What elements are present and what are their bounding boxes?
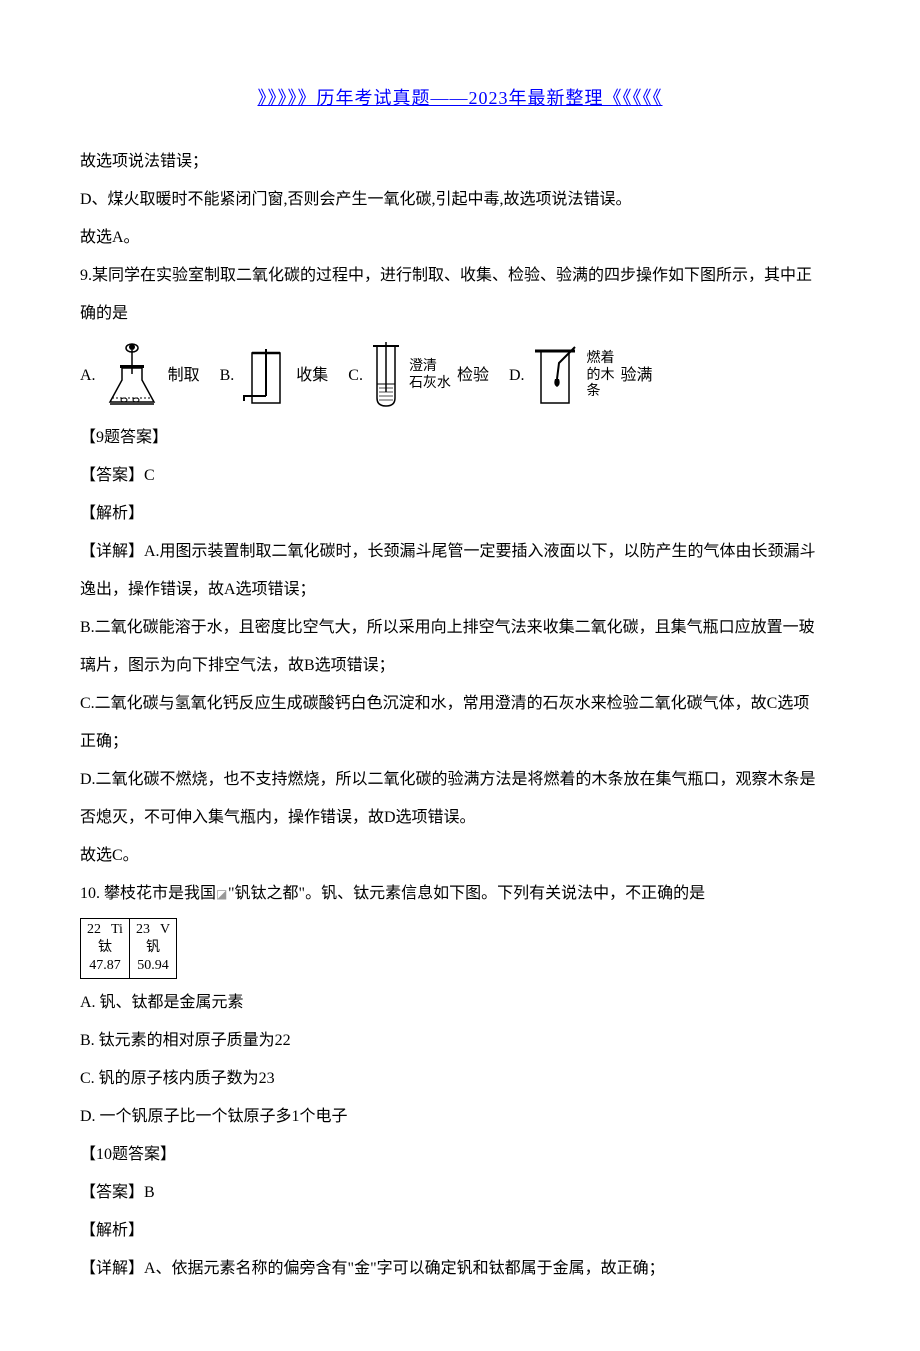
atomic-number: 22 [87, 921, 101, 939]
annotation-line: 澄清 [409, 359, 451, 376]
option-label: A. [80, 360, 96, 392]
question-9-options: A. 制取 B. 收集 C. [80, 340, 840, 412]
option-b-text: B. 钛元素的相对原子质量为22 [80, 1025, 840, 1057]
test-tube-icon [369, 340, 403, 412]
answer: 【答案】B [80, 1177, 840, 1209]
logo-icon: ◪ [216, 882, 228, 894]
annotation-line: 的木 [587, 368, 615, 385]
element-name: 钒 [136, 939, 170, 957]
explanation: 正确； [80, 726, 840, 758]
element-ti: 22 Ti 钛 47.87 [81, 919, 130, 978]
element-v: 23 V 钒 50.94 [130, 919, 176, 978]
annotation-line: 石灰水 [409, 376, 451, 393]
answer-tag: 【9题答案】 [80, 422, 840, 454]
option-b: B. 收集 [220, 341, 329, 411]
option-label: B. [220, 360, 235, 392]
paragraph: 故选项说法错误； [80, 146, 840, 178]
option-text: 检验 [457, 360, 489, 392]
option-d-annotation: 燃着 的木 条 [587, 351, 615, 401]
element-symbol: Ti [111, 921, 123, 939]
burning-stick-jar-icon [531, 341, 581, 411]
annotation-line: 燃着 [587, 351, 615, 368]
explanation: D.二氧化碳不燃烧，也不支持燃烧，所以二氧化碳的验满方法是将燃着的木条放在集气瓶… [80, 764, 840, 796]
explanation: 【详解】A.用图示装置制取二氧化碳时，长颈漏斗尾管一定要插入液面以下，以防产生的… [80, 536, 840, 568]
option-c: C. 澄清 石灰水 检验 [348, 340, 489, 412]
explanation: C.二氧化碳与氢氧化钙反应生成碳酸钙白色沉淀和水，常用澄清的石灰水来检验二氧化碳… [80, 688, 840, 720]
explanation: 璃片，图示为向下排空气法，故B选项错误； [80, 650, 840, 682]
answer: 【答案】C [80, 460, 840, 492]
option-c-annotation: 澄清 石灰水 [409, 359, 451, 393]
explanation-tag: 【解析】 [80, 498, 840, 530]
option-label: D. [509, 360, 525, 392]
explanation: 否熄灭，不可伸入集气瓶内，操作错误，故D选项错误。 [80, 802, 840, 834]
gas-collection-icon [240, 341, 290, 411]
option-text: 制取 [168, 360, 200, 392]
atomic-mass: 47.87 [87, 957, 123, 975]
option-text: 收集 [296, 360, 328, 392]
option-a-text: A. 钒、钛都是金属元素 [80, 987, 840, 1019]
stem-part: 10. 攀枝花市是我国 [80, 885, 216, 902]
explanation: 故选C。 [80, 840, 840, 872]
question-9-stem: 9.某同学在实验室制取二氧化碳的过程中，进行制取、收集、检验、验满的四步操作如下… [80, 260, 840, 292]
option-text: 验满 [621, 360, 653, 392]
element-symbol: V [160, 921, 170, 939]
explanation: 逸出，操作错误，故A选项错误； [80, 574, 840, 606]
explanation-tag: 【解析】 [80, 1215, 840, 1247]
option-label: C. [348, 360, 363, 392]
periodic-table-snippet: 22 Ti 钛 47.87 23 V 钒 50.94 [80, 918, 177, 979]
question-10-stem: 10. 攀枝花市是我国◪"钒钛之都"。钒、钛元素信息如下图。下列有关说法中，不正… [80, 878, 840, 910]
option-c-text: C. 钒的原子核内质子数为23 [80, 1063, 840, 1095]
header-banner: 》》》》》历年考试真题——2023年最新整理《《《《《 [80, 80, 840, 116]
option-d-text: D. 一个钒原子比一个钛原子多1个电子 [80, 1101, 840, 1133]
option-d: D. 燃着 的木 条 验满 [509, 341, 653, 411]
explanation: 【详解】A、依据元素名称的偏旁含有"金"字可以确定钒和钛都属于金属，故正确； [80, 1253, 840, 1285]
atomic-number: 23 [136, 921, 150, 939]
explanation: B.二氧化碳能溶于水，且密度比空气大，所以采用向上排空气法来收集二氧化碳，且集气… [80, 612, 840, 644]
flask-funnel-icon [102, 340, 162, 412]
element-name: 钛 [87, 939, 123, 957]
option-a: A. 制取 [80, 340, 200, 412]
annotation-line: 条 [587, 384, 615, 401]
atomic-mass: 50.94 [136, 957, 170, 975]
stem-part: "钒钛之都"。钒、钛元素信息如下图。下列有关说法中，不正确的是 [228, 885, 705, 902]
paragraph: 故选A。 [80, 222, 840, 254]
question-9-stem: 确的是 [80, 298, 840, 330]
paragraph: D、煤火取暖时不能紧闭门窗,否则会产生一氧化碳,引起中毒,故选项说法错误。 [80, 184, 840, 216]
answer-tag: 【10题答案】 [80, 1139, 840, 1171]
